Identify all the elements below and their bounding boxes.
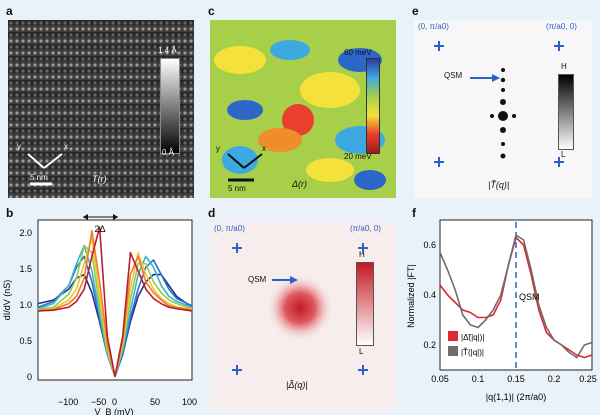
xtick: 0.1 [472, 374, 485, 384]
xtick: 0.05 [431, 374, 449, 384]
legend-entry: |Δ̃(|q|)| [461, 333, 484, 342]
y-axis-label: dI/dV (nS) [2, 280, 12, 321]
gap-colorbar [366, 58, 380, 154]
colorbar-min-label: 0 Å [162, 148, 175, 157]
colorbar-min-label: L [561, 150, 566, 159]
axis-x-label: x [64, 142, 68, 151]
height-colorbar [160, 58, 180, 154]
colorbar-max-label: 1.4 Å [158, 46, 177, 55]
xtick: 0.25 [579, 374, 597, 384]
gap-annotation: 2Δ [94, 224, 105, 234]
xtick: −100 [58, 397, 78, 407]
xtick: 0.2 [548, 374, 561, 384]
axis-y-label: y [17, 142, 21, 151]
axis-x-label: x [262, 144, 266, 153]
panel-b-label: b [6, 206, 14, 220]
map-label: |T̃(q)| [488, 180, 510, 190]
x-axis-label: V_B (mV) [94, 407, 133, 415]
series-line-2 [439, 234, 593, 359]
ytick: 0.5 [19, 336, 32, 346]
ytick: 0.4 [423, 290, 436, 300]
ytick: 0.6 [423, 240, 436, 250]
map-label: T(r) [92, 174, 107, 184]
colorbar-max-label: 60 meV [344, 48, 372, 57]
legend-swatch-gray [448, 346, 458, 356]
panel-f-label: f [412, 206, 416, 220]
spectra-chart: 2Δ −100 −50 0 50 100 0 0.5 1.0 1.5 2.0 d… [2, 214, 197, 415]
map-label: Δ(r) [292, 179, 308, 189]
corner-right-label: (π/a0, 0) [546, 22, 577, 31]
axis-arrows [27, 153, 63, 186]
bragg-markers [434, 41, 564, 167]
colorbar-min-label: L [359, 347, 364, 356]
corner-left-label: (0, π/a0) [418, 22, 449, 31]
colorbar-max-label: H [359, 250, 365, 259]
ft-colorbar [356, 262, 374, 346]
ytick: 1.0 [19, 300, 32, 310]
ft-colorbar [558, 74, 574, 150]
qsm-label: QSM [444, 71, 463, 80]
panel-a-label: a [6, 4, 13, 18]
panel-c-label: c [208, 4, 215, 18]
xtick: −50 [91, 397, 106, 407]
y-axis-label: Normalized |FT| [406, 264, 416, 328]
xtick: 100 [182, 397, 197, 407]
series-line-7 [37, 226, 193, 378]
plot-area [37, 219, 193, 381]
ft-linecut-chart: QSM |Δ̃(|q|)| |T̃(|q|)| 0.05 0.1 0.15 0.… [406, 219, 597, 402]
scalebar-label: 5 nm [228, 184, 246, 193]
colorbar-max-label: H [561, 62, 567, 71]
ytick: 2.0 [19, 228, 32, 238]
axis-y-label: y [216, 144, 220, 153]
corner-left-label: (0, π/a0) [214, 224, 245, 233]
colorbar-min-label: 20 meV [344, 152, 372, 161]
gap-map [210, 20, 396, 198]
ytick: 0 [27, 372, 32, 382]
corner-right-label: (π/a0, 0) [350, 224, 381, 233]
legend-entry: |T̃(|q|)| [461, 348, 484, 357]
panel-e-label: e [412, 4, 419, 18]
panel-d-label: d [208, 206, 216, 220]
xtick: 50 [150, 397, 160, 407]
xtick: 0.15 [507, 374, 525, 384]
axis-arrows [227, 153, 263, 182]
xtick: 0 [112, 397, 117, 407]
legend-swatch-red [448, 331, 458, 341]
qsm-label: QSM [519, 292, 540, 302]
ytick: 0.2 [423, 340, 436, 350]
bragg-markers [232, 243, 368, 375]
scalebar-label: 5 nm [30, 173, 48, 182]
map-label: |Δ̃(q)| [286, 380, 308, 390]
qsm-label: QSM [248, 275, 267, 284]
ytick: 1.5 [19, 264, 32, 274]
x-axis-label: |q(1,1)| (2π/a0) [486, 392, 546, 402]
